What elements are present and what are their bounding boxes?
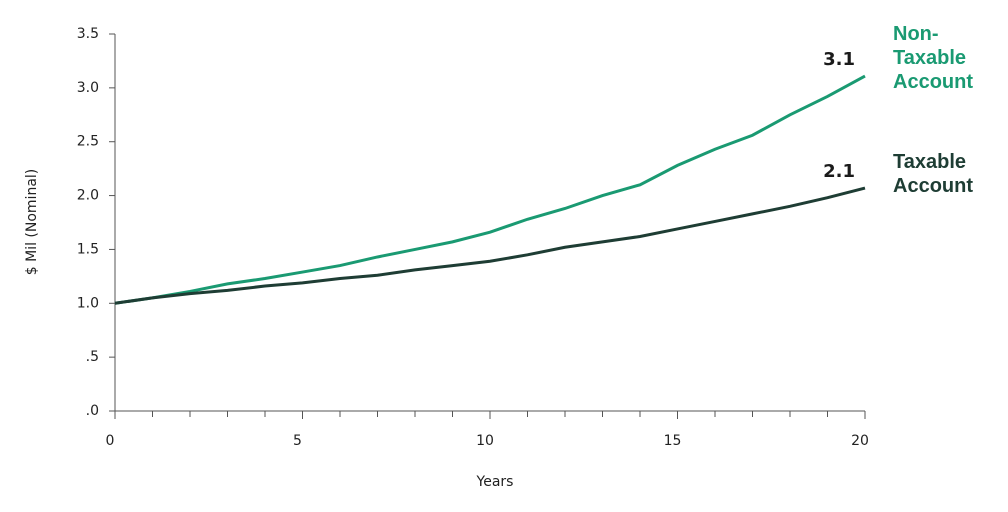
y-tick-label: .0: [86, 403, 99, 419]
legend-entry: Non-Taxable Account: [893, 23, 973, 93]
y-tick-label: 1.5: [77, 241, 99, 257]
y-tick-label: 2.5: [77, 134, 99, 150]
y-tick-label: 3.5: [77, 26, 99, 42]
y-tick-label: 2.0: [77, 188, 99, 204]
x-tick-label: 0: [106, 433, 115, 449]
series-line: [114, 74, 866, 305]
y-tick-label: 1.0: [77, 295, 99, 311]
x-axis-label: Years: [476, 474, 514, 490]
series-line: [114, 186, 866, 305]
value-label: 2.1: [823, 161, 855, 182]
x-tick-label: 10: [476, 433, 494, 449]
value-label: 3.1: [823, 49, 855, 70]
y-axis-label: $ Mil (Nominal): [24, 169, 40, 276]
x-tick-label: 15: [664, 433, 682, 449]
legend-entry: Taxable Account: [893, 151, 973, 197]
x-tick-label: 5: [293, 433, 302, 449]
y-tick-label: 3.0: [77, 80, 99, 96]
x-tick-label: 20: [851, 433, 869, 449]
y-tick-label: .5: [86, 349, 99, 365]
